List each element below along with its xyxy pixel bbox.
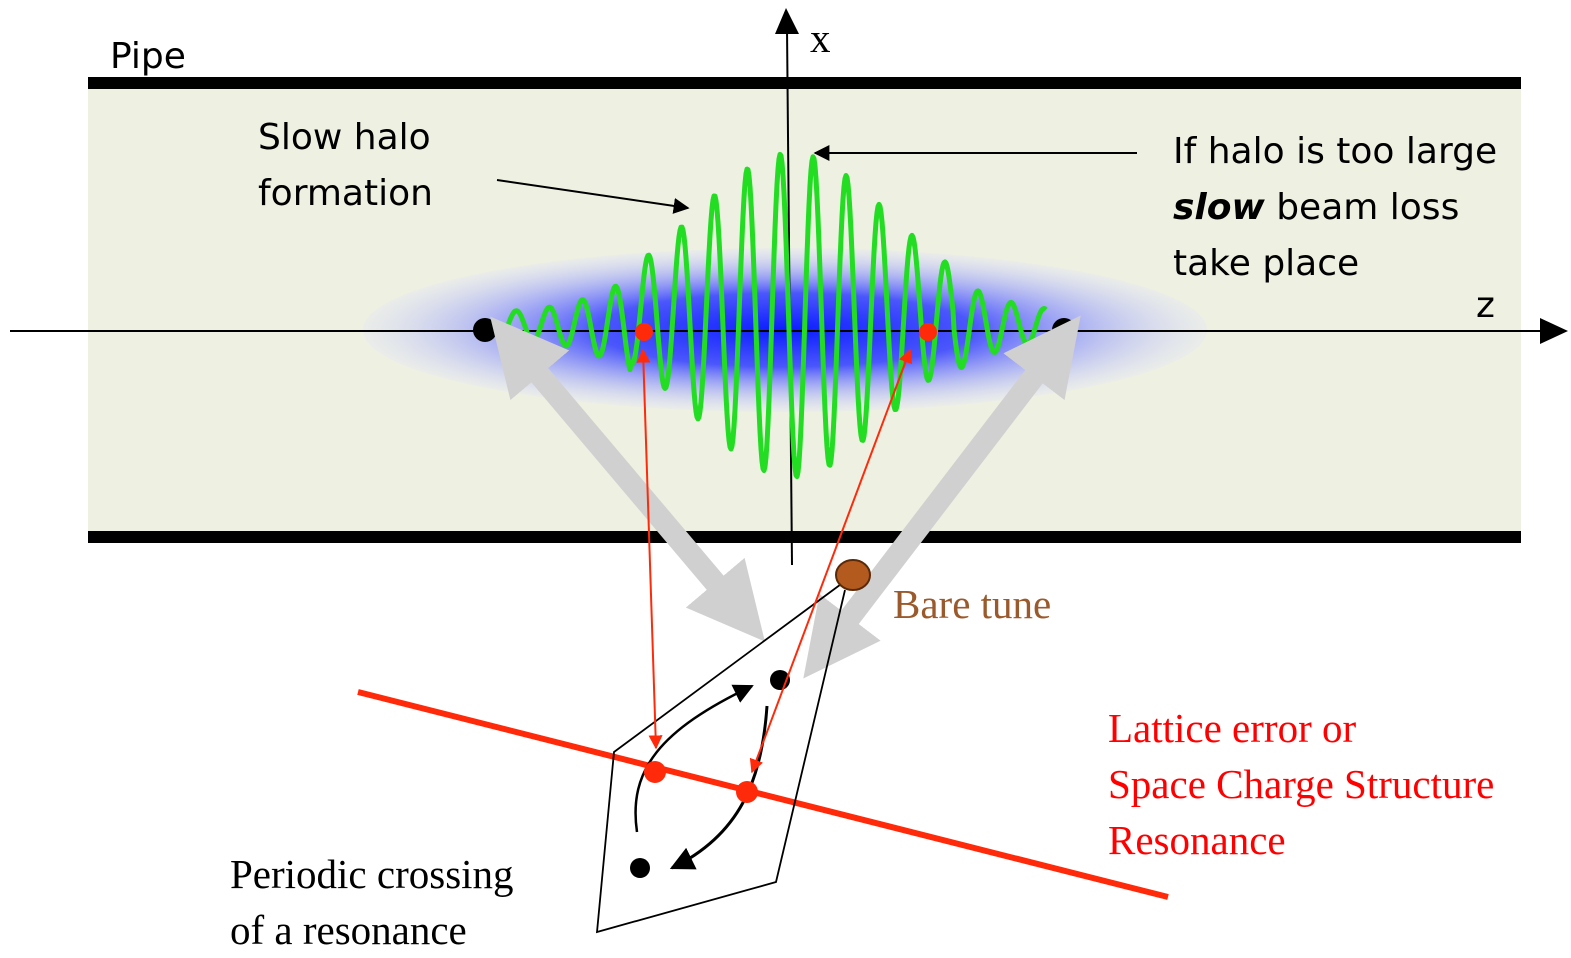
periodic-line-1: Periodic crossing [230,851,514,897]
halo-loss-line-1: If halo is too large [1173,131,1498,172]
z-axis-arrowhead [1540,318,1568,344]
periodic-line-2: of a resonance [230,907,467,953]
red-link-arrow-left [636,348,663,750]
circulation-arrow-up [634,684,754,833]
footprint-dot-bottom [630,858,650,878]
z-axis-label: z [1476,285,1495,326]
grey-arrow-left [490,316,765,642]
resonance-line-1: Lattice error or [1108,705,1357,751]
resonance-crossing-dot-right [736,781,758,803]
resonance-line [357,689,1169,900]
resonance-particle-right-dot [919,323,937,341]
resonance-label: Lattice error or Space Charge Structure … [1108,700,1494,868]
pipe-bottom-wall [88,531,1521,543]
tune-footprint-outline [595,575,853,934]
slow-halo-line-1: Slow halo [258,117,431,158]
slow-halo-label: Slow halo formation [258,110,433,222]
periodic-crossing-label: Periodic crossing of a resonance [230,846,514,958]
pipe-label: Pipe [110,36,186,77]
slow-halo-line-2: formation [258,173,433,214]
bare-tune-label: Bare tune [893,581,1052,627]
pipe-top-wall [88,77,1521,89]
halo-loss-label: If halo is too large slow beam loss take… [1173,124,1497,292]
halo-loss-emphasis: slow [1173,187,1265,228]
x-axis-arrowhead [775,8,799,34]
resonance-line-3: Resonance [1108,817,1286,863]
slow-halo-pointer-arrow [496,179,690,214]
halo-loss-line-3: take place [1173,243,1360,284]
resonance-crossing-dot-left [644,761,666,783]
halo-loss-line-2-rest: beam loss [1264,187,1460,228]
red-link-arrow-right [749,348,913,774]
resonance-line-2: Space Charge Structure [1108,761,1495,807]
beam-end-left-dot [473,318,497,342]
halo-loss-line-2: slow beam loss [1173,180,1497,236]
bare-tune-dot [835,559,871,591]
resonance-particle-left-dot [635,323,653,341]
x-axis-label: x [810,15,831,61]
